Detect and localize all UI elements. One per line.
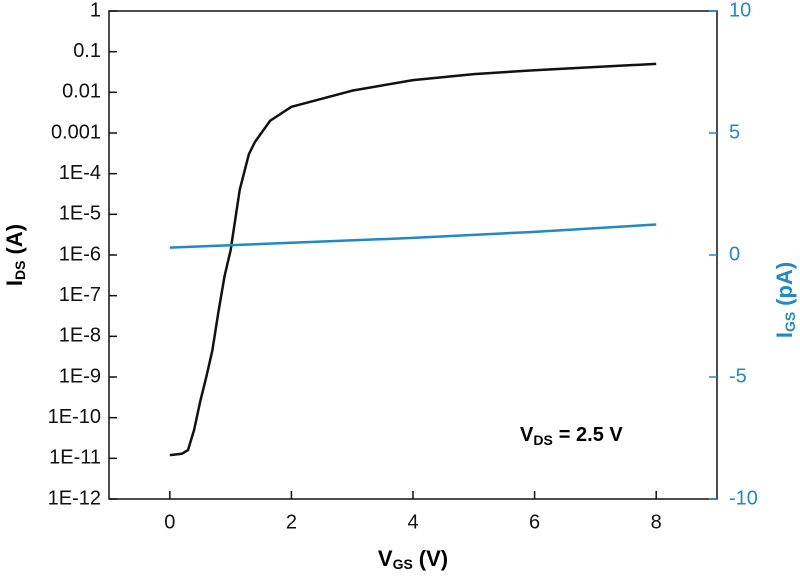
y-tick-label: 1E-4 bbox=[59, 162, 101, 184]
y-tick-label: 0.001 bbox=[51, 121, 101, 143]
y-tick-label: 1E-6 bbox=[59, 243, 101, 265]
series-line bbox=[169, 223, 657, 249]
y-tick-label: 1E-10 bbox=[48, 406, 101, 428]
x-tick-label: 0 bbox=[164, 511, 175, 533]
y2-axis-title: IGS (pA) bbox=[772, 262, 798, 338]
y2-tick-label: -10 bbox=[729, 487, 758, 509]
y2-tick-label: 0 bbox=[729, 243, 740, 265]
y2-tick-label: 5 bbox=[729, 121, 740, 143]
y-tick-label: 0.1 bbox=[73, 40, 101, 62]
y-tick-label: 1E-7 bbox=[59, 284, 101, 306]
y-tick-label: 0.01 bbox=[62, 81, 101, 103]
y2-tick-label: 10 bbox=[729, 0, 751, 21]
plot-frame bbox=[108, 10, 718, 500]
annotation-value: = 2.5 V bbox=[559, 424, 624, 446]
y2-tick-label: -5 bbox=[729, 365, 747, 387]
x-tick-label: 6 bbox=[529, 511, 540, 533]
annotation: VDS = 2.5 V bbox=[520, 424, 623, 447]
x-tick-label: 2 bbox=[286, 511, 297, 533]
y-tick-label: 1 bbox=[90, 0, 101, 21]
y-tick-label: 1E-9 bbox=[59, 365, 101, 387]
y-tick-label: 1E-5 bbox=[59, 203, 101, 225]
x-title-subscript: GS bbox=[393, 556, 413, 572]
x-tick-label: 4 bbox=[407, 511, 418, 533]
y2-title-unit: (pA) bbox=[772, 262, 797, 306]
annotation-text: V bbox=[520, 424, 534, 446]
y2-title-text: I bbox=[772, 332, 797, 338]
y-tick-label: 1E-12 bbox=[48, 487, 101, 509]
x-axis-title: VGS (V) bbox=[378, 546, 448, 572]
series-line bbox=[169, 62, 657, 457]
y2-title-subscript: GS bbox=[782, 312, 798, 332]
x-title-text: V bbox=[378, 546, 393, 571]
annotation-subscript: DS bbox=[533, 432, 552, 448]
x-title-unit: (V) bbox=[419, 546, 448, 571]
y-tick-label: 1E-11 bbox=[49, 447, 101, 469]
x-tick-label: 8 bbox=[651, 511, 662, 533]
y-title-subscript: DS bbox=[12, 260, 28, 279]
y-tick-label: 1E-8 bbox=[59, 325, 101, 347]
y-axis-title: IDS (A) bbox=[2, 224, 28, 286]
y-title-text: I bbox=[2, 280, 27, 286]
y-title-unit: (A) bbox=[2, 224, 27, 255]
